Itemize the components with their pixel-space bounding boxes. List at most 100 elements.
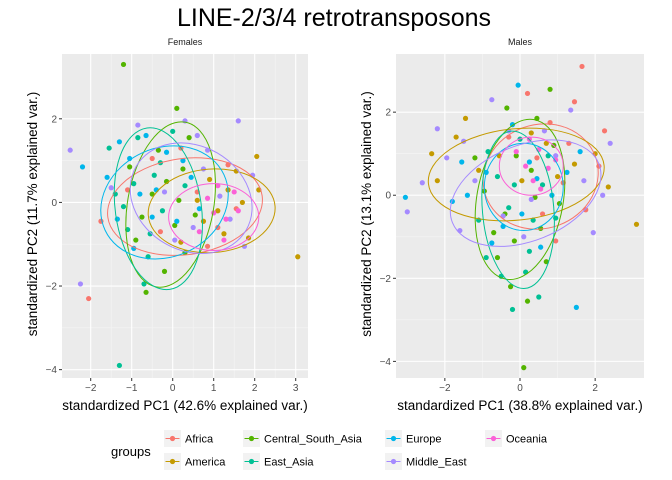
x-tick-label: 3 — [293, 383, 299, 394]
data-point — [476, 167, 482, 173]
panel-males: −2 0 2 −4 −2 0 2 Males standardized PC1 (38.8%… — [359, 37, 644, 413]
data-point — [235, 118, 241, 124]
data-point — [521, 234, 527, 240]
y-tick-label: −2 — [46, 282, 58, 293]
data-point — [539, 182, 546, 188]
data-point — [207, 176, 213, 183]
x-tick-label: 0 — [517, 383, 523, 394]
data-point — [429, 151, 435, 157]
data-point — [536, 294, 542, 300]
data-point — [581, 178, 587, 184]
data-point — [607, 140, 613, 146]
ellipse-east-asia — [113, 127, 203, 291]
y-tick-label: 2 — [51, 114, 57, 125]
legend-key-point — [169, 435, 176, 442]
x-tick-label: 1 — [211, 383, 217, 394]
ellipse-middle-east — [449, 139, 602, 247]
data-point — [538, 186, 544, 192]
data-point — [182, 183, 188, 189]
data-point — [528, 130, 534, 136]
data-point — [196, 206, 202, 212]
data-point — [472, 155, 478, 161]
data-point — [489, 97, 495, 103]
data-point — [543, 140, 549, 146]
ellipse-central-south-asia — [125, 121, 216, 288]
legend-key-point — [169, 458, 176, 465]
panel-title-females: Females — [168, 37, 203, 47]
data-point — [530, 178, 536, 184]
data-point — [143, 132, 149, 139]
data-point — [161, 189, 168, 195]
ellipse-america — [427, 127, 605, 222]
data-point — [491, 230, 497, 236]
legend-label: Middle_East — [406, 457, 467, 469]
data-point — [419, 180, 425, 186]
ellipse-middle-east — [129, 142, 253, 255]
data-point — [223, 216, 229, 222]
data-point — [524, 298, 531, 304]
chart-title: LINE-2/3/4 retrotransposons — [177, 4, 491, 32]
x-axis-title-females: standardized PC1 (42.6% explained var.) — [62, 398, 307, 413]
data-point — [194, 197, 200, 203]
data-point — [204, 243, 211, 249]
plot-area-1: −2 0 2 −4 −2 0 2 — [380, 54, 644, 394]
x-tick-label: 2 — [252, 383, 258, 394]
data-point — [147, 231, 153, 237]
data-point — [519, 211, 525, 217]
data-point — [180, 158, 186, 164]
legend-label: Europe — [406, 434, 441, 446]
data-point — [573, 304, 579, 310]
data-point — [483, 254, 489, 261]
x-tick-label: 2 — [592, 383, 598, 394]
ellipse-africa — [107, 157, 263, 256]
data-point — [459, 159, 465, 165]
data-point — [526, 248, 532, 254]
data-point — [127, 155, 133, 162]
data-point — [547, 86, 553, 92]
panel-title-males: Males — [508, 37, 533, 47]
data-point — [137, 191, 143, 197]
data-point — [571, 161, 578, 167]
data-point — [554, 173, 561, 180]
legend-label: Africa — [185, 434, 214, 446]
legend-key-point — [390, 435, 397, 442]
legend-title: groups — [111, 444, 151, 459]
data-point — [79, 164, 86, 170]
y-axis-title-males: standardized PC2 (13.1% explained var.) — [359, 91, 374, 336]
y-tick-label: 0 — [51, 198, 57, 209]
data-point — [127, 164, 133, 170]
data-point — [553, 153, 559, 159]
x-tick-label: −2 — [439, 383, 451, 394]
data-point — [104, 174, 110, 180]
data-point — [67, 147, 73, 153]
data-point — [174, 218, 180, 224]
data-point — [494, 254, 501, 261]
panel-females: −2 −1 0 1 2 3 −4 −2 0 2 Females standardized PC1 … — [25, 37, 308, 413]
data-point — [521, 365, 527, 371]
data-point — [133, 237, 139, 243]
data-point — [186, 135, 192, 141]
ellipse-europe — [100, 145, 229, 260]
data-point — [509, 306, 516, 313]
data-point — [77, 281, 84, 287]
data-point — [159, 208, 166, 214]
data-point — [135, 122, 141, 128]
data-point — [200, 166, 207, 172]
y-tick-label: −4 — [46, 365, 58, 376]
data-point — [568, 107, 574, 113]
data-point — [172, 237, 178, 243]
data-point — [633, 221, 640, 227]
data-point — [472, 178, 478, 184]
data-point — [434, 178, 440, 184]
data-point — [462, 115, 469, 121]
data-point — [108, 185, 114, 191]
data-point — [511, 238, 517, 244]
data-point — [161, 268, 168, 274]
data-point — [131, 181, 137, 187]
data-point — [151, 172, 157, 178]
data-point — [528, 196, 534, 202]
data-point — [541, 128, 548, 134]
data-point — [180, 166, 186, 172]
data-point — [434, 126, 440, 132]
